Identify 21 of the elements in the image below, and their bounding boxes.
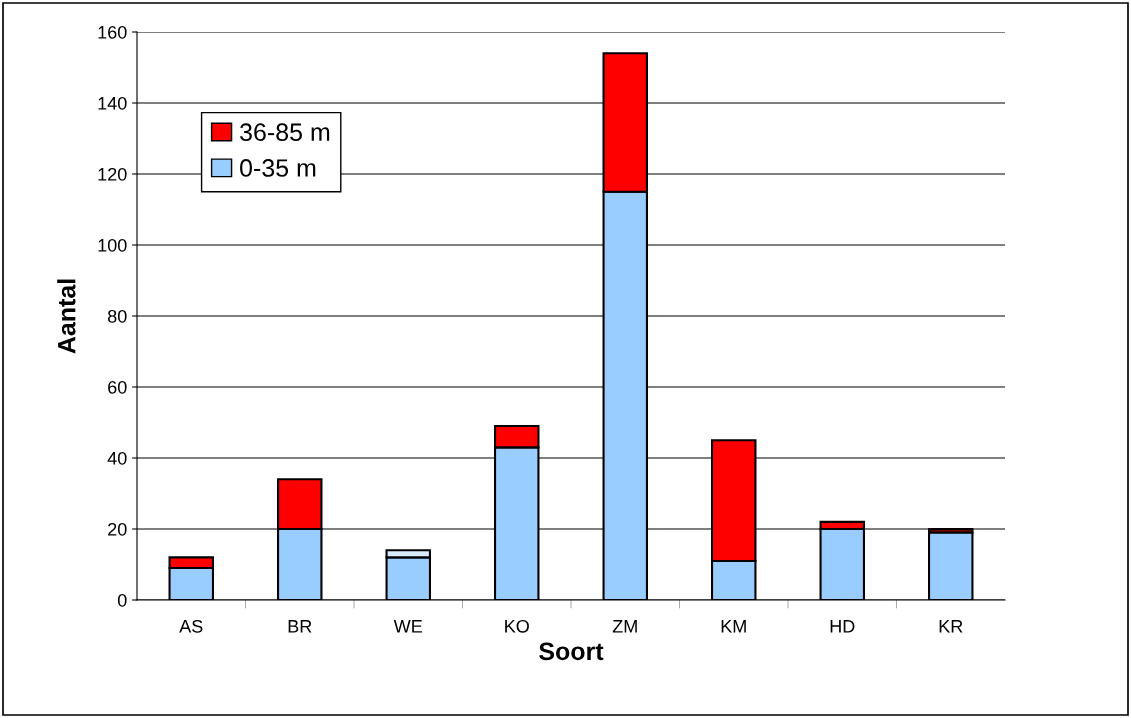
y-tick-label: 40 [107, 451, 127, 465]
y-tick-label: 160 [98, 25, 127, 39]
y-tick-label: 20 [108, 522, 127, 536]
x-tick-label: KO [505, 619, 529, 633]
y-tick-label: 60 [108, 380, 127, 394]
x-tick-label: ZM [612, 620, 637, 633]
y-tick-label: 140 [98, 96, 127, 110]
x-tick-label: HD [830, 620, 855, 633]
x-tick-label: KR [939, 620, 963, 633]
x-tick-label: AS [179, 619, 203, 633]
x-tick-label: BR [288, 620, 312, 633]
y-tick-label: 0 [117, 593, 127, 607]
x-tick-label: KM [721, 620, 746, 633]
legend-label: 36-85 m [240, 123, 330, 142]
x-axis-title: Soort [539, 642, 604, 661]
legend-label: 0-35 m [240, 159, 316, 177]
y-tick-label: 120 [98, 167, 127, 181]
y-axis-title: Aantal [57, 279, 76, 354]
x-tick-label: WE [393, 620, 423, 633]
y-tick-label: 100 [98, 238, 127, 252]
y-tick-label: 80 [107, 309, 127, 323]
